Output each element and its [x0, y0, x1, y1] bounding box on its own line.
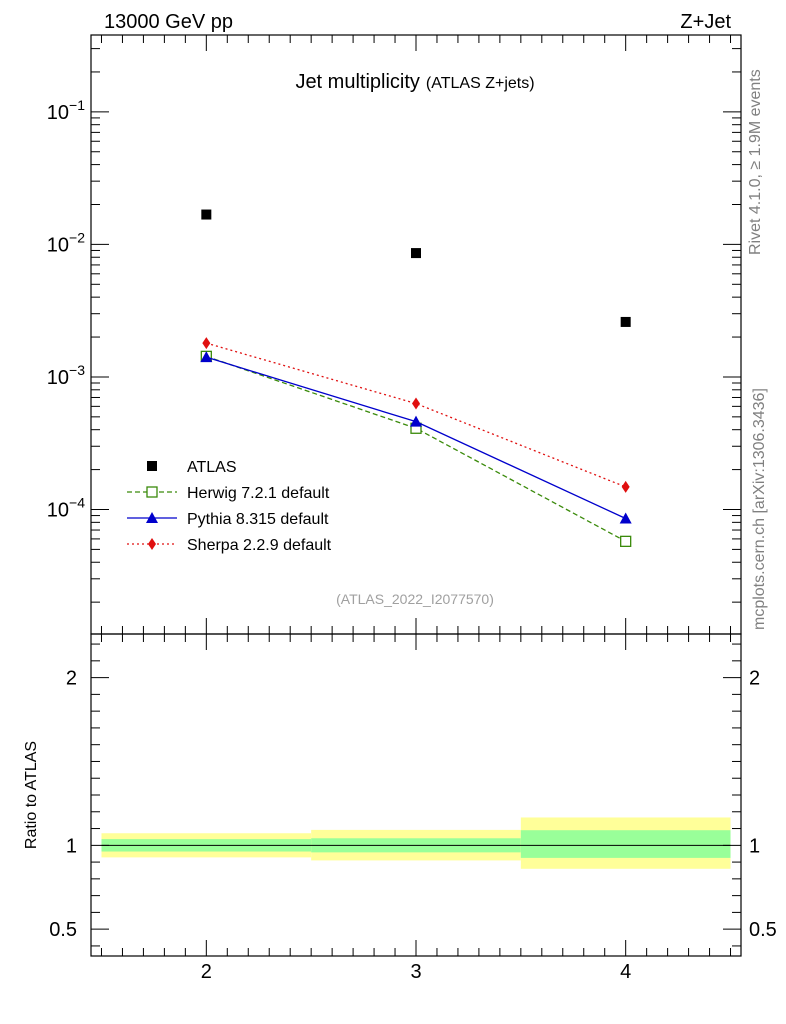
- legend-label-sherpa: Sherpa 2.2.9 default: [187, 537, 332, 554]
- ratio-y-tick-label-left: 0.5: [49, 919, 77, 941]
- atlas-point: [620, 316, 631, 327]
- pythia-point: [200, 351, 213, 363]
- header-right: Z+Jet: [680, 11, 731, 33]
- ratio-inner-band: [520, 830, 731, 858]
- ratio-frame: [90, 633, 742, 957]
- x-tick-label: 4: [620, 961, 631, 983]
- y-tick-label: 10−4: [47, 494, 85, 521]
- legend-marker-pythia: [146, 512, 158, 523]
- y-tick-label: 10−2: [47, 229, 85, 256]
- chart-title-main: Jet multiplicity: [295, 71, 419, 93]
- main-panel: Jet multiplicity (ATLAS Z+jets) (ATLAS_20…: [47, 34, 742, 635]
- atlas-point: [411, 248, 421, 259]
- sherpa-point: [621, 480, 630, 493]
- x-tick-label: 2: [201, 961, 212, 983]
- ratio-panel: 0.5 0.5 1 1 2 2 2 3 4 Ratio to ATLAS: [23, 633, 777, 983]
- legend-label-atlas: ATLAS: [187, 459, 237, 476]
- sherpa-point: [412, 397, 420, 410]
- sherpa-line: [206, 342, 626, 488]
- y-tick-label: 10−3: [47, 362, 85, 389]
- legend-marker-herwig: [146, 486, 158, 498]
- header-left: 13000 GeV pp: [104, 11, 233, 33]
- sherpa-point: [202, 337, 211, 350]
- chart-title: Jet multiplicity (ATLAS Z+jets): [295, 71, 534, 93]
- x-tick-label: 3: [410, 961, 421, 983]
- ratio-y-tick-label-right: 2: [749, 668, 760, 690]
- source-label: mcplots.cern.ch [arXiv:1306.3436]: [751, 388, 768, 630]
- legend-marker-sherpa: [148, 538, 156, 550]
- ratio-ylabel: Ratio to ATLAS: [23, 741, 40, 849]
- legend-marker-atlas: [147, 461, 157, 471]
- pythia-point: [619, 512, 632, 524]
- ratio-y-tick-label-right: 1: [749, 835, 760, 857]
- legend: ATLAS Herwig 7.2.1 default Pythia 8.315 de…: [127, 459, 332, 554]
- analysis-id: (ATLAS_2022_I2077570): [336, 591, 494, 607]
- y-tick-label: 10−1: [47, 97, 85, 124]
- chart-title-sub: (ATLAS Z+jets): [426, 75, 535, 92]
- ratio-y-tick-label-right: 0.5: [749, 919, 777, 941]
- pythia-point: [410, 415, 422, 427]
- ratio-y-tick-label-left: 2: [66, 668, 77, 690]
- herwig-line: [206, 355, 626, 542]
- herwig-point: [620, 535, 632, 548]
- ratio-y-tick-label-left: 1: [66, 835, 77, 857]
- legend-label-herwig: Herwig 7.2.1 default: [187, 485, 330, 502]
- atlas-point: [201, 209, 212, 220]
- legend-label-pythia: Pythia 8.315 default: [187, 511, 329, 528]
- rivet-label: Rivet 4.1.0, ≥ 1.9M events: [747, 69, 764, 255]
